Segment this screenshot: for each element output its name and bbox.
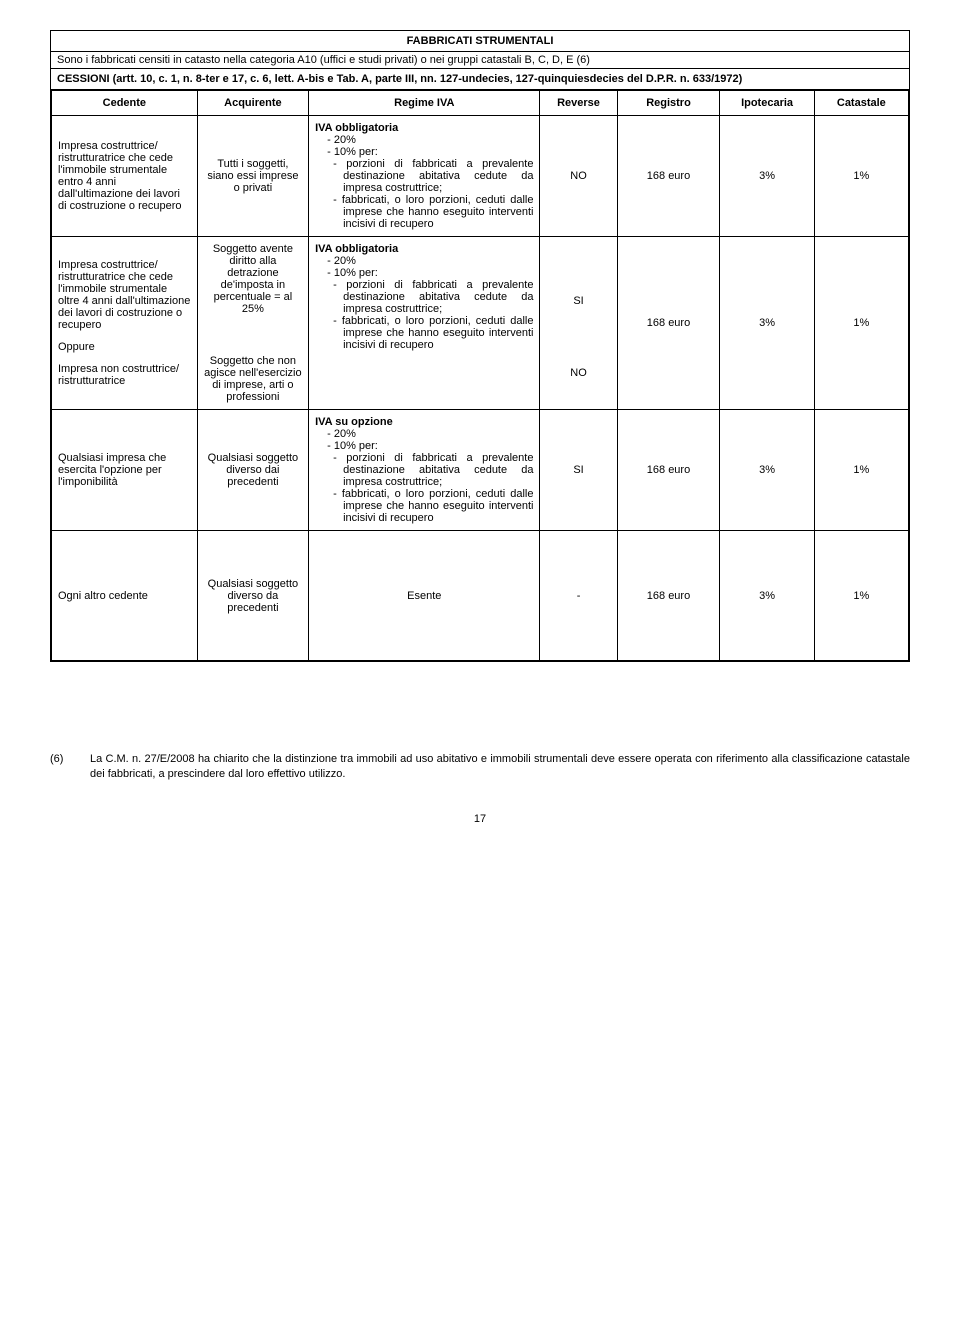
regime-title: IVA obbligatoria [315,122,533,134]
cedente-oppure: Oppure [58,341,191,353]
cell-regime: IVA obbligatoria 20% 10% per: porzioni d… [309,237,540,410]
table-row: Ogni altro cedente Qualsiasi soggetto di… [52,531,909,661]
cell-reverse: NO [540,116,617,237]
footnote-text: La C.M. n. 27/E/2008 ha chiarito che la … [90,752,910,783]
cessioni-header: CESSIONI (artt. 10, c. 1, n. 8-ter e 17,… [51,69,909,90]
table-row: Qualsiasi impresa che esercita l'opzione… [52,410,909,531]
acq-part: Soggetto che non agisce nell'esercizio d… [204,355,302,403]
acq-part: Soggetto avente diritto alla detrazione … [204,243,302,315]
cedente-part: Impresa non costruttrice/ ristrutturatri… [58,363,191,387]
regime-sub: porzioni di fabbricati a prevalente dest… [333,279,533,315]
main-table: Cedente Acquirente Regime IVA Reverse Re… [51,90,909,661]
regime-title: IVA obbligatoria [315,243,533,255]
regime-line: 10% per: [327,146,533,158]
col-catastale: Catastale [814,91,908,116]
cell-ipotecaria: 3% [720,116,814,237]
cell-regime: IVA obbligatoria 20% 10% per: porzioni d… [309,116,540,237]
cell-reverse: - [540,531,617,661]
cell-acquirente: Tutti i soggetti, siano essi imprese o p… [197,116,308,237]
regime-line: 20% [327,255,533,267]
cell-acquirente: Soggetto avente diritto alla detrazione … [197,237,308,410]
cell-acquirente: Qualsiasi soggetto diverso da precedenti [197,531,308,661]
table-header-row: Cedente Acquirente Regime IVA Reverse Re… [52,91,909,116]
cell-cedente: Ogni altro cedente [52,531,198,661]
footnote-num: (6) [50,752,90,783]
cell-reverse: SI [540,410,617,531]
regime-sub: fabbricati, o loro porzioni, ceduti dall… [333,194,533,230]
cell-registro: 168 euro [617,531,720,661]
footnote: (6) La C.M. n. 27/E/2008 ha chiarito che… [50,752,910,783]
cell-cedente: Impresa costruttrice/ ristrutturatrice c… [52,237,198,410]
regime-sub: fabbricati, o loro porzioni, ceduti dall… [333,488,533,524]
page-number: 17 [50,813,910,825]
regime-line: 20% [327,134,533,146]
cell-ipotecaria: 3% [720,531,814,661]
regime-sub: fabbricati, o loro porzioni, ceduti dall… [333,315,533,351]
cell-catastale: 1% [814,116,908,237]
col-ipotecaria: Ipotecaria [720,91,814,116]
cell-ipotecaria: 3% [720,410,814,531]
rev-no: NO [546,367,610,379]
cell-reverse: SI NO [540,237,617,410]
col-acquirente: Acquirente [197,91,308,116]
cell-cedente: Impresa costruttrice/ ristrutturatrice c… [52,116,198,237]
cell-cedente: Qualsiasi impresa che esercita l'opzione… [52,410,198,531]
cell-catastale: 1% [814,237,908,410]
rev-si: SI [546,295,610,307]
regime-title: IVA su opzione [315,416,533,428]
regime-line: 10% per: [327,267,533,279]
table-row: Impresa costruttrice/ ristrutturatrice c… [52,116,909,237]
cell-ipotecaria: 3% [720,237,814,410]
subtitle: Sono i fabbricati censiti in catasto nel… [51,52,909,69]
regime-sub: porzioni di fabbricati a prevalente dest… [333,452,533,488]
col-regime: Regime IVA [309,91,540,116]
cell-catastale: 1% [814,410,908,531]
title: FABBRICATI STRUMENTALI [51,31,909,52]
main-table-container: FABBRICATI STRUMENTALI Sono i fabbricati… [50,30,910,662]
cell-regime: IVA su opzione 20% 10% per: porzioni di … [309,410,540,531]
cell-registro: 168 euro [617,116,720,237]
table-row: Impresa costruttrice/ ristrutturatrice c… [52,237,909,410]
col-registro: Registro [617,91,720,116]
col-cedente: Cedente [52,91,198,116]
cell-registro: 168 euro [617,410,720,531]
regime-line: 10% per: [327,440,533,452]
regime-sub: porzioni di fabbricati a prevalente dest… [333,158,533,194]
col-reverse: Reverse [540,91,617,116]
cell-registro: 168 euro [617,237,720,410]
regime-line: 20% [327,428,533,440]
cell-catastale: 1% [814,531,908,661]
cedente-part: Impresa costruttrice/ ristrutturatrice c… [58,259,191,331]
cell-acquirente: Qualsiasi soggetto diverso dai precedent… [197,410,308,531]
cell-regime: Esente [309,531,540,661]
